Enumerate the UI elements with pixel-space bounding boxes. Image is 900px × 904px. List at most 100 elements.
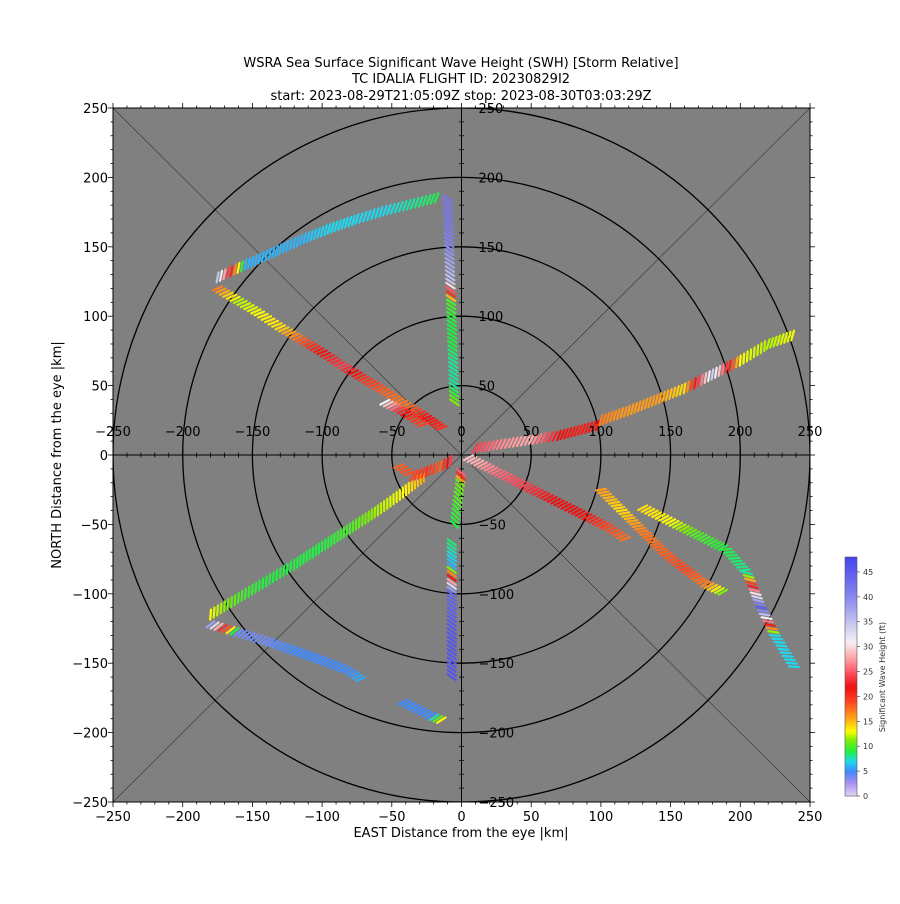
inner-y-tick-label: 50: [479, 380, 496, 395]
wave-vector: [280, 568, 281, 578]
wave-vector: [756, 607, 766, 609]
chart-title-line-3: start: 2023-08-29T21:05:09Z stop: 2023-0…: [270, 89, 651, 104]
wave-vector: [763, 621, 773, 623]
wave-vector: [729, 361, 731, 371]
x-tick-label: −200: [165, 810, 201, 825]
x-tick-label: −50: [378, 810, 405, 825]
wave-vector: [687, 382, 689, 392]
inner-y-tick-label: −150: [479, 657, 515, 672]
wave-vector: [767, 628, 777, 630]
wave-vector: [269, 574, 270, 584]
y-tick-label: −250: [72, 796, 108, 811]
inner-x-tick-label: 0: [457, 425, 465, 440]
wave-vector: [772, 639, 782, 640]
wave-vector: [443, 459, 445, 469]
colorbar-tick-label: 0: [863, 792, 868, 801]
wave-vector: [726, 363, 728, 373]
x-tick-label: 250: [798, 810, 823, 825]
wave-vector: [266, 576, 267, 586]
wave-vector: [217, 605, 218, 615]
wave-vector: [758, 610, 768, 612]
wave-vector: [210, 610, 211, 620]
inner-y-tick-label: −200: [479, 727, 515, 742]
chart-title-line-2: TC IDALIA FLIGHT ID: 20230829I2: [351, 72, 570, 87]
wave-vector: [761, 343, 762, 353]
y-tick-label: −100: [72, 588, 108, 603]
wave-vector: [283, 566, 284, 576]
x-tick-label: −250: [95, 810, 131, 825]
wave-vector: [221, 603, 222, 613]
y-tick-label: 100: [83, 310, 108, 325]
wave-vector: [732, 561, 742, 562]
y-tick-label: −200: [72, 727, 108, 742]
x-tick-label: −150: [235, 810, 271, 825]
inner-y-tick-label: 250: [479, 102, 504, 117]
wave-vector: [231, 597, 232, 607]
wave-vector: [287, 564, 288, 574]
colorbar-tick-label: 20: [863, 692, 873, 701]
wave-vector: [770, 635, 780, 636]
inner-x-tick-label: −100: [304, 425, 340, 440]
colorbar-tick-label: 10: [863, 742, 873, 751]
chart-title-line-1: WSRA Sea Surface Significant Wave Height…: [243, 56, 678, 71]
wave-vector: [252, 585, 253, 595]
wave-vector: [768, 631, 778, 633]
wave-vector: [757, 345, 758, 355]
x-axis-label: EAST Distance from the eye |km|: [353, 826, 568, 841]
wave-vector: [708, 371, 710, 381]
wave-vector: [273, 572, 274, 582]
wave-vector: [276, 570, 277, 580]
wave-vector: [701, 375, 703, 385]
y-tick-label: 200: [83, 171, 108, 186]
inner-x-tick-label: 250: [798, 425, 823, 440]
wave-vector: [736, 357, 738, 367]
x-tick-label: 150: [658, 810, 683, 825]
wave-vector: [684, 383, 686, 393]
wave-vector: [760, 614, 770, 616]
wave-vector: [698, 376, 700, 386]
inner-x-tick-label: −200: [165, 425, 201, 440]
wave-vector: [290, 562, 291, 572]
x-tick-label: 50: [523, 810, 540, 825]
inner-y-tick-label: −50: [479, 518, 506, 533]
wave-vector: [761, 617, 771, 619]
y-tick-label: 250: [83, 102, 108, 117]
y-tick-label: 0: [100, 449, 108, 464]
wave-vector: [447, 458, 449, 468]
inner-x-tick-label: 200: [728, 425, 753, 440]
colorbar-tick-label: 40: [863, 593, 873, 602]
colorbar-segment: [845, 557, 857, 560]
wave-vector: [765, 624, 775, 626]
inner-y-tick-label: −100: [479, 588, 515, 603]
colorbar-tick-label: 5: [863, 767, 868, 776]
x-tick-label: 0: [457, 810, 465, 825]
wave-vector: [774, 642, 784, 643]
wave-vector: [722, 364, 724, 374]
wave-vector: [450, 456, 452, 466]
wave-vector: [238, 593, 239, 603]
colorbar-tick-label: 25: [863, 668, 873, 677]
wave-vector: [776, 645, 786, 646]
y-tick-label: 50: [91, 380, 108, 395]
wave-vector: [719, 366, 721, 376]
wave-vector: [789, 666, 799, 667]
x-tick-label: 100: [588, 810, 613, 825]
inner-x-tick-label: −150: [235, 425, 271, 440]
colorbar-tick-label: 45: [863, 568, 873, 577]
inner-y-tick-label: 100: [479, 310, 504, 325]
wave-vector: [750, 349, 751, 359]
wave-vector: [740, 356, 741, 366]
wave-vector: [235, 595, 236, 605]
colorbar-tick-label: 15: [863, 717, 873, 726]
colorbar-label: Significant Wave Height (ft): [878, 622, 887, 732]
y-tick-label: −50: [81, 518, 108, 533]
wave-vector: [715, 368, 717, 378]
wave-vector: [734, 564, 744, 565]
wave-vector: [781, 652, 791, 653]
inner-x-tick-label: −250: [95, 425, 131, 440]
wave-vector: [764, 341, 765, 351]
inner-x-tick-label: 150: [658, 425, 683, 440]
wave-vector: [785, 659, 795, 660]
